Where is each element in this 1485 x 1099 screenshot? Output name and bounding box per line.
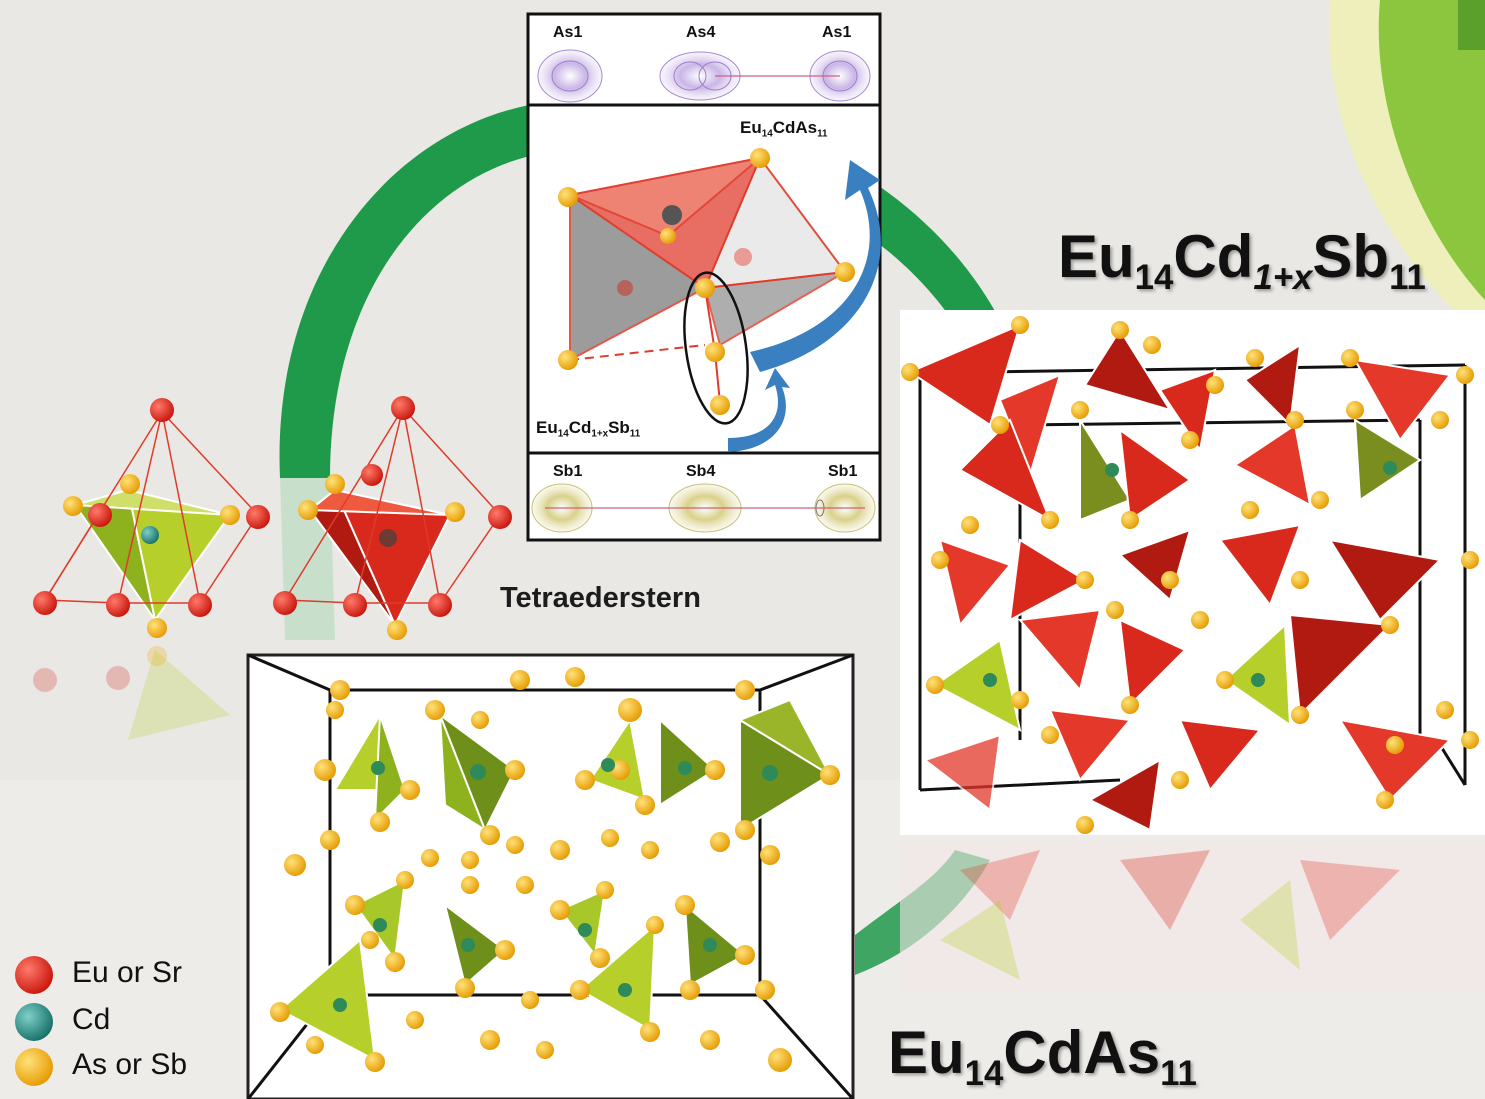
inset-label-antimonide: Eu14Cd1+xSb11 bbox=[536, 418, 641, 440]
tetraederstern-caption: Tetraederstern bbox=[500, 582, 701, 614]
red-tetrahedron-motif bbox=[273, 396, 512, 640]
label-bottom-left: Sb1 bbox=[553, 463, 583, 480]
antimonide-unit-cell bbox=[900, 310, 1485, 990]
lime-tetrahedron-motif bbox=[33, 398, 270, 740]
arsenide-unit-cell bbox=[246, 653, 855, 1099]
corner-decoration bbox=[1328, 0, 1485, 340]
inset-label-arsenide: Eu14CdAs11 bbox=[740, 118, 828, 140]
label-top-left: As1 bbox=[553, 24, 583, 41]
label-bottom-right: Sb1 bbox=[828, 463, 858, 480]
inset-panel bbox=[526, 12, 882, 542]
legend-swatches bbox=[15, 956, 53, 1086]
legend-item-eu: Eu or Sr bbox=[72, 956, 182, 990]
legend-dot-eu bbox=[15, 956, 53, 994]
title-arsenide: Eu14CdAs11 bbox=[888, 1019, 1197, 1094]
legend-label-cd: Cd bbox=[72, 1003, 111, 1036]
legend-label-as: As or Sb bbox=[72, 1048, 188, 1081]
legend-item-cd: Cd bbox=[72, 1003, 110, 1037]
label-top-right: As1 bbox=[822, 24, 852, 41]
legend-dot-as bbox=[15, 1048, 53, 1086]
title-antimonide: Eu14Cd1+xSb11 bbox=[1058, 223, 1426, 298]
legend-dot-cd bbox=[15, 1003, 53, 1041]
legend-label-eu: Eu or Sr bbox=[72, 956, 183, 989]
legend-item-as: As or Sb bbox=[72, 1048, 187, 1082]
label-top-center: As4 bbox=[686, 24, 716, 41]
label-bottom-center: Sb4 bbox=[686, 463, 716, 480]
